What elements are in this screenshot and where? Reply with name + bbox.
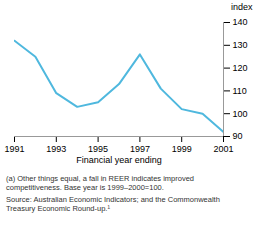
svg-text:1991: 1991 bbox=[4, 144, 24, 154]
svg-text:100: 100 bbox=[233, 109, 248, 119]
svg-text:1993: 1993 bbox=[46, 144, 66, 154]
svg-text:120: 120 bbox=[233, 63, 248, 73]
svg-text:140: 140 bbox=[233, 17, 248, 27]
html-text:Source: Australian Economic In: Source: Australian Economic Indicators; … bbox=[6, 194, 220, 214]
svg-text:1999: 1999 bbox=[172, 144, 192, 154]
svg-text:1995: 1995 bbox=[88, 144, 108, 154]
svg-text:2001: 2001 bbox=[213, 144, 233, 154]
svg-text:130: 130 bbox=[233, 40, 248, 50]
svg-text:90: 90 bbox=[233, 131, 243, 141]
svg-text:110: 110 bbox=[233, 86, 247, 96]
html-text:(a) Other things equal, a fall: (a) Other things equal, a fall in REER i… bbox=[6, 174, 194, 193]
svg-text:1997: 1997 bbox=[130, 144, 150, 154]
svg-text:index: index bbox=[231, 2, 253, 12]
svg-text:Financial year ending: Financial year ending bbox=[76, 155, 162, 165]
